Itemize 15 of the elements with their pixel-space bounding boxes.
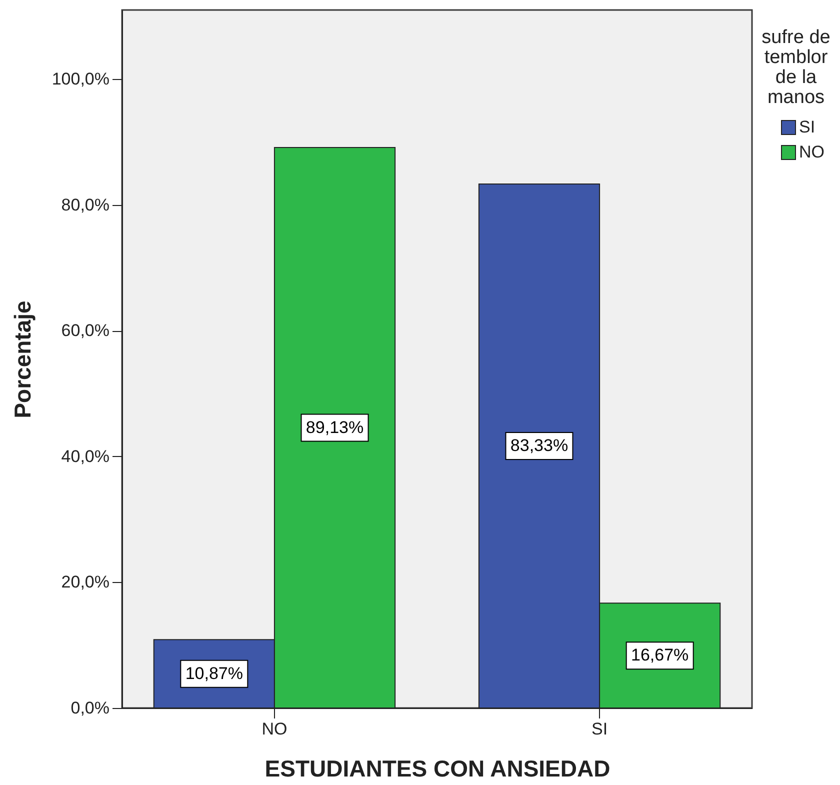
y-tick-label: 20,0% — [61, 572, 110, 592]
data-label: 16,67% — [631, 646, 689, 665]
y-tick-label: 40,0% — [61, 446, 110, 466]
y-tick-label: 60,0% — [61, 321, 110, 340]
legend-title: sufre de temblor de la manos — [762, 27, 830, 108]
y-tick-label: 100,0% — [52, 70, 110, 89]
data-label: 83,33% — [510, 436, 568, 455]
data-label: 89,13% — [306, 418, 364, 437]
x-axis-title: ESTUDIANTES CON ANSIEDAD — [264, 756, 610, 782]
y-tick-label: 0,0% — [70, 698, 110, 718]
legend-label: SI — [799, 118, 816, 136]
y-axis-title: Porcentaje — [10, 300, 36, 418]
y-tick-label: 80,0% — [61, 195, 110, 214]
data-label: 10,87% — [185, 664, 243, 683]
legend-label: NO — [799, 142, 824, 162]
